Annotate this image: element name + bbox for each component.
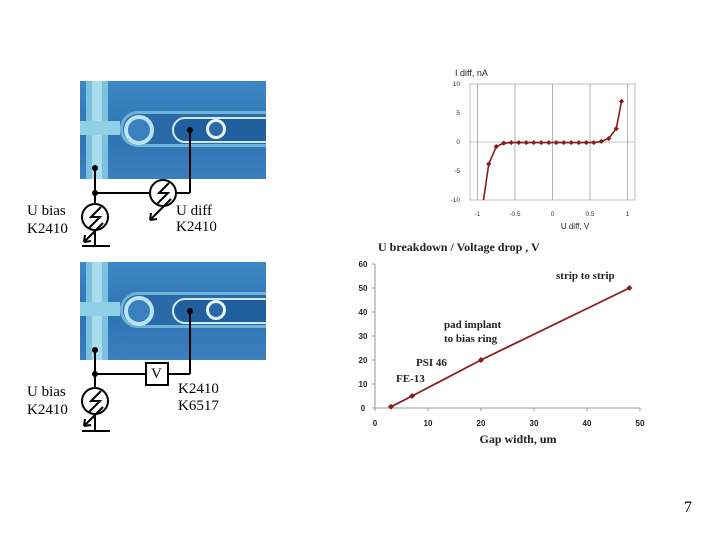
- data-point: [553, 139, 559, 146]
- x-tick-label: 0.5: [585, 211, 594, 218]
- x-axis-label: U diff, V: [561, 222, 590, 231]
- data-point: [531, 139, 537, 146]
- x-tick-label: -1: [475, 211, 481, 218]
- data-point: [516, 139, 522, 146]
- voltmeter-instrument-1: K2410: [178, 381, 219, 397]
- data-point: [501, 140, 507, 146]
- y-tick-label: 20: [359, 356, 368, 365]
- data-point: [387, 403, 394, 410]
- data-point: [598, 138, 604, 145]
- data-point: [583, 139, 589, 146]
- data-point: [493, 144, 499, 150]
- data-point: [561, 139, 567, 146]
- data-point: [478, 357, 484, 363]
- breakdown-series-line: [390, 287, 630, 408]
- data-point: [618, 98, 625, 104]
- x-tick-label: 1: [626, 211, 630, 218]
- voltmeter-symbol: V: [151, 366, 162, 382]
- data-point: [606, 135, 612, 142]
- y-tick-label: 40: [359, 308, 368, 317]
- y-tick-label: 30: [359, 332, 368, 341]
- udiff-label: U diff: [176, 203, 212, 219]
- ubias-label-bottom: U bias: [27, 384, 66, 400]
- data-point: [409, 393, 416, 399]
- data-point: [613, 126, 619, 132]
- data-point: [508, 139, 514, 146]
- y-tick-label: 60: [359, 260, 368, 269]
- data-point: [523, 139, 529, 146]
- ubias-label-top: U bias: [27, 203, 66, 219]
- data-point: [546, 139, 552, 146]
- data-point: [626, 285, 633, 291]
- current-source-icon: [81, 203, 109, 243]
- annotation-label: pad implant: [444, 319, 501, 331]
- y-tick-label: 5: [456, 110, 460, 117]
- voltmeter-instrument-2: K6517: [178, 398, 219, 414]
- voltmeter-box: [145, 362, 169, 386]
- y-tick-label: 50: [359, 284, 368, 293]
- y-tick-label: -10: [451, 197, 461, 204]
- y-tick-label: 10: [359, 380, 368, 389]
- current-source-icon: [81, 387, 109, 427]
- y-tick-label: -5: [454, 168, 460, 175]
- annotation-label: to bias ring: [444, 333, 498, 345]
- data-point: [591, 139, 597, 146]
- chart-title: I diff, nA: [455, 68, 488, 78]
- ammeter-source-icon: [149, 179, 177, 221]
- x-tick-label: 20: [477, 419, 486, 428]
- x-tick-label: 40: [583, 419, 592, 428]
- x-tick-label: 50: [636, 419, 645, 428]
- x-axis-label: Gap width, um: [479, 432, 556, 446]
- annotation-label: PSI 46: [416, 357, 447, 369]
- annotation-label: strip to strip: [556, 270, 615, 282]
- sensor-photo-bottom: [80, 262, 266, 360]
- x-tick-label: 0: [373, 419, 378, 428]
- x-tick-label: -0.5: [509, 211, 521, 218]
- chart-title: U breakdown / Voltage drop , V: [378, 240, 540, 254]
- x-tick-label: 0: [551, 211, 555, 218]
- ubias-instrument-top: K2410: [27, 221, 68, 237]
- data-point: [486, 161, 492, 167]
- data-point: [568, 139, 574, 146]
- page-number: 7: [684, 499, 692, 516]
- y-tick-label: 0: [361, 404, 366, 413]
- data-point: [538, 139, 544, 146]
- udiff-instrument: K2410: [176, 219, 217, 235]
- y-tick-label: 10: [453, 81, 461, 88]
- x-tick-label: 30: [530, 419, 539, 428]
- data-point: [576, 139, 582, 146]
- y-tick-label: 0: [456, 139, 460, 146]
- annotation-label: FE-13: [396, 373, 425, 385]
- ubias-instrument-bottom: K2410: [27, 402, 68, 418]
- x-tick-label: 10: [424, 419, 433, 428]
- sensor-photo-top: [80, 81, 266, 179]
